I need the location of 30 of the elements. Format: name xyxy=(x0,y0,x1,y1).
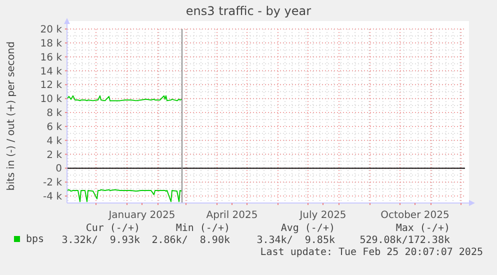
y-tick-label: 4 k xyxy=(46,136,62,147)
y-tick-label: -2 k xyxy=(43,178,62,189)
y-tick-label: -4 k xyxy=(43,192,62,203)
y-tick-label: 14 k xyxy=(40,66,62,78)
x-tick-label: April 2025 xyxy=(206,210,258,221)
y-tick-label: 2 k xyxy=(46,150,62,161)
y-tick-label: 6 k xyxy=(46,122,62,133)
text: 2.86k/ 8.90k xyxy=(152,235,230,246)
x-tick-label: July 2025 xyxy=(298,210,346,221)
y-tick-label: 0 xyxy=(56,164,62,175)
y-tick-label: 8 k xyxy=(46,108,62,120)
text: 3.32k/ 9.93k xyxy=(62,235,140,246)
x-tick-label: January 2025 xyxy=(108,210,176,221)
text: Max (-/+) xyxy=(396,223,450,234)
text: Cur (-/+) xyxy=(86,223,140,234)
y-axis-title: bits in (-) / out (+) per second xyxy=(6,41,17,191)
y-tick-label: 20 k xyxy=(40,24,62,36)
text: 529.08k/172.38k xyxy=(360,235,450,246)
text: Min (-/+) xyxy=(176,223,230,234)
y-tick-label: 16 k xyxy=(40,52,62,64)
y-tick-label: 12 k xyxy=(40,80,62,92)
text: 3.34k/ 9.85k xyxy=(256,235,335,246)
text: Avg (-/+) xyxy=(280,223,335,234)
y-tick-label: 18 k xyxy=(40,38,62,50)
text: Last update: Tue Feb 25 20:07:07 2025 xyxy=(260,247,483,258)
y-tick-label: 10 k xyxy=(40,94,62,106)
chart-title: ens3 traffic - by year xyxy=(186,4,312,18)
legend-label: bps xyxy=(26,234,44,245)
line-series xyxy=(66,189,182,202)
x-tick-label: October 2025 xyxy=(380,210,450,221)
